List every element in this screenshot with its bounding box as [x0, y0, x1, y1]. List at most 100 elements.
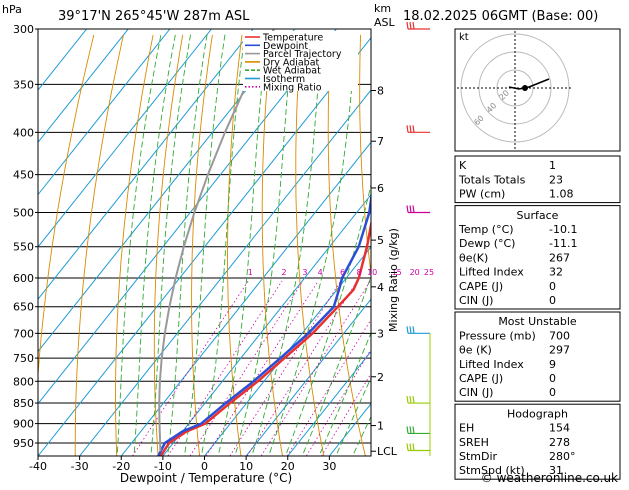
pressure-tick-label: 850 — [13, 397, 34, 410]
temperature-line — [159, 218, 371, 456]
mixing-ratio-label: 2 — [281, 268, 286, 277]
temperature-tick-label: -10 — [154, 460, 172, 473]
wind-barb-flag — [406, 426, 409, 434]
height-tick-label: 1 — [377, 420, 384, 433]
legend-background — [243, 31, 358, 91]
most-unstable-label: Lifted Index — [459, 358, 524, 371]
wind-barb-flag — [409, 21, 412, 30]
legend-label: Dry Adiabat — [263, 57, 320, 68]
surface-frame — [454, 205, 621, 310]
surface-label: Lifted Index — [459, 266, 524, 279]
indices-label: K — [459, 159, 467, 172]
hodograph-table-label: SREH — [459, 436, 489, 449]
wind-barb-flag — [412, 125, 415, 133]
isotherm-line — [204, 246, 371, 456]
wind-barb-flag — [409, 205, 412, 213]
hodograph-unit-label: kt — [459, 32, 469, 43]
indices-value: 1.08 — [549, 188, 574, 201]
parcel-trajectory-line — [158, 29, 275, 452]
height-tick-label: 7 — [377, 135, 384, 148]
legend-label: Isotherm — [263, 74, 305, 85]
mixing-ratio-line — [246, 280, 358, 456]
mixing-ratio-line — [132, 280, 249, 456]
surface-label: CIN (J) — [459, 294, 493, 307]
height-tick-label: 5 — [377, 234, 384, 247]
surface-label: Dewp (°C) — [459, 237, 515, 250]
isotherm-line — [38, 36, 371, 456]
hodograph-table-value: 154 — [549, 422, 570, 435]
wind-barb-flag — [412, 326, 415, 334]
indices-frame — [454, 155, 621, 204]
most-unstable-label: Pressure (mb) — [459, 329, 536, 342]
mixing-ratio-line — [286, 318, 371, 456]
wind-barb-flag — [412, 205, 415, 213]
isotherm-line — [287, 350, 371, 456]
height-tick-label: LCL — [377, 445, 398, 458]
mixing-ratio-line — [205, 280, 319, 456]
dry-adiabat-line — [191, 34, 213, 456]
pressure-tick-label: 400 — [13, 126, 34, 139]
dry-adiabat-line — [359, 34, 371, 278]
asl-unit-label: ASL — [374, 16, 396, 29]
temperature-tick-label: -20 — [112, 460, 130, 473]
wind-barb-flag — [406, 205, 409, 213]
pressure-tick-label: 800 — [13, 375, 34, 388]
surface-label: Temp (°C) — [458, 223, 514, 236]
location-title: 39°17'N 265°45'W 287m ASL — [58, 9, 250, 24]
mixing-ratio-label: 10 — [367, 268, 377, 277]
pressure-unit-label: hPa — [2, 3, 22, 16]
indices-tables: K 1 Totals Totals 23 PW (cm) 1.08 SurfaceTemp … — [454, 155, 621, 480]
wet-adiabat-line — [301, 274, 371, 456]
hodograph-table-label: StmDir — [459, 450, 498, 463]
km-unit-label: km — [374, 2, 391, 15]
isotherm-line — [245, 298, 371, 456]
wind-barb-flag — [412, 443, 415, 451]
pressure-tick-label: 750 — [13, 352, 34, 365]
dry-adiabat-line — [115, 34, 154, 456]
mixing-ratio-label: 25 — [424, 268, 434, 277]
wet-adiabat-line — [200, 33, 246, 456]
pressure-tick-label: 950 — [13, 437, 34, 450]
most-unstable-value: 700 — [549, 329, 570, 342]
dry-adiabat-line — [153, 34, 184, 456]
wet-adiabat-line — [284, 182, 371, 456]
copyright-text: © weatheronline.co.uk — [481, 471, 618, 485]
wind-barb-flag — [412, 426, 415, 434]
mixing-ratio-labels: 1 2 3 4 6 8 10 15 20 25 — [248, 268, 434, 277]
wind-barbs — [406, 21, 431, 456]
most-unstable-value: 297 — [549, 344, 570, 357]
height-tick-label: 8 — [377, 84, 384, 97]
wind-barb-flag — [406, 125, 409, 133]
dewpoint-line — [157, 190, 371, 456]
wind-barb-flag — [409, 426, 412, 434]
indices-value: 1 — [549, 159, 556, 172]
dry-adiabat-line — [74, 34, 124, 456]
wind-barb-flag — [406, 326, 409, 334]
wet-adiabat-line — [167, 33, 208, 456]
pressure-tick-label: 500 — [13, 206, 34, 219]
profile-lines — [157, 29, 371, 456]
legend-label: Dewpoint — [263, 41, 308, 52]
indices-label: Totals Totals — [458, 173, 526, 186]
indices-value: 23 — [549, 173, 563, 186]
most-unstable-label: θe (K) — [459, 344, 492, 357]
wind-barb-flag — [412, 395, 415, 404]
pressure-tick-label: 550 — [13, 241, 34, 254]
surface-label: θe(K) — [459, 251, 488, 264]
legend-label: Parcel Trajectory — [263, 49, 342, 60]
pressure-tick-label: 900 — [13, 418, 34, 431]
wet-adiabat-line — [217, 33, 268, 456]
dry-adiabat-line — [295, 34, 325, 456]
pressure-tick-label: 350 — [13, 78, 34, 91]
pressure-tick-label: 600 — [13, 272, 34, 285]
isotherm-line — [38, 29, 212, 248]
wind-barb-flag — [412, 21, 415, 30]
mixing-ratio-label: 20 — [410, 268, 420, 277]
isotherm-line — [38, 29, 129, 144]
height-tick-label: 4 — [377, 281, 384, 294]
mixing-ratio-line — [189, 280, 304, 456]
height-tick-label: 3 — [377, 327, 384, 340]
mixing-ratio-axis-title: Mixing Ratio (g/kg) — [387, 228, 400, 332]
surface-value: 0 — [549, 280, 556, 293]
